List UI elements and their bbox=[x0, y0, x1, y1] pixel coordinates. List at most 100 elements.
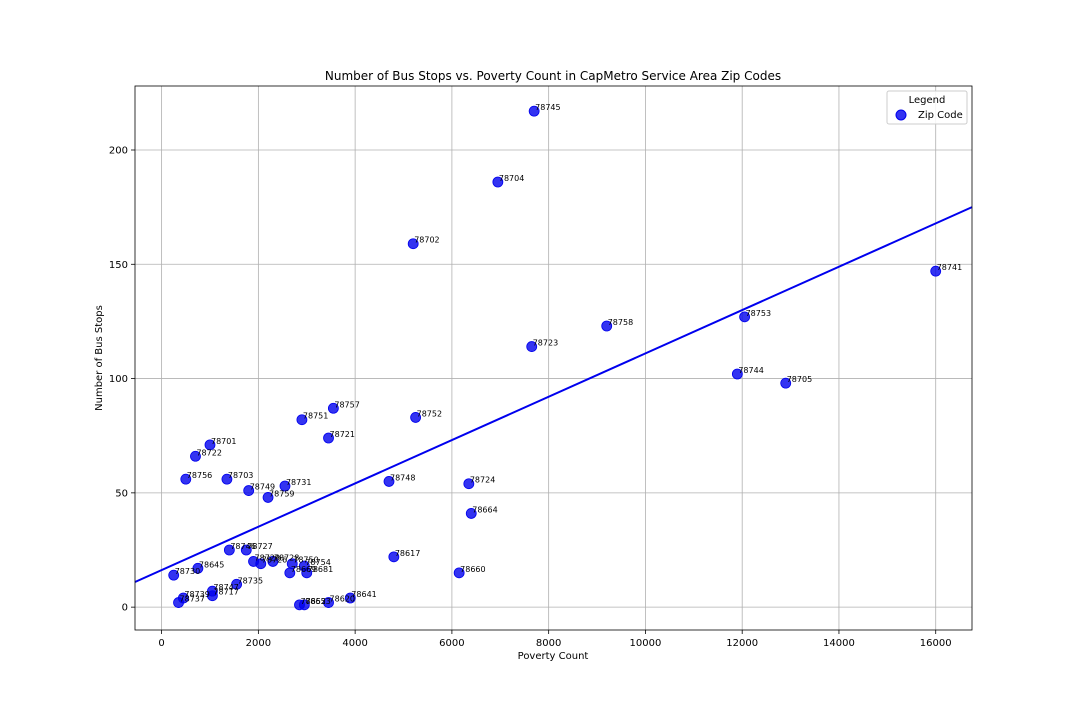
data-point-78751 bbox=[296, 414, 308, 426]
data-point-label-78749: 78749 bbox=[250, 483, 275, 492]
data-point-78669 bbox=[284, 567, 296, 579]
data-point-78717 bbox=[207, 590, 218, 602]
data-point-78759 bbox=[262, 492, 274, 503]
data-point-labels: 78745 78704 78702 78741 78753 78758 78723 78744… bbox=[175, 103, 962, 606]
data-point-label-78728: 78728 bbox=[274, 553, 299, 562]
data-point-78748 bbox=[383, 476, 395, 487]
x-axis-label: Poverty Count bbox=[518, 651, 589, 662]
data-point-label-78653: 78653 bbox=[305, 597, 330, 606]
x-tick-label: 12000 bbox=[726, 638, 758, 649]
data-point-78726 bbox=[255, 558, 267, 570]
data-point-label-78753: 78753 bbox=[746, 309, 771, 318]
data-point-label-78750: 78750 bbox=[293, 556, 318, 565]
data-point-label-78754: 78754 bbox=[305, 558, 330, 567]
plot-area-frame bbox=[134, 85, 973, 631]
data-point-label-78723: 78723 bbox=[533, 339, 558, 348]
data-point-label-78751: 78751 bbox=[303, 412, 328, 421]
data-point-label-78669: 78669 bbox=[291, 565, 316, 574]
data-point-label-78758: 78758 bbox=[608, 318, 633, 327]
data-point-78757 bbox=[327, 402, 339, 414]
data-point-78705 bbox=[780, 377, 792, 389]
y-axis-ticks: 0 50 100 150 200 bbox=[109, 146, 135, 614]
data-point-78653 bbox=[298, 599, 310, 611]
data-point-label-78741: 78741 bbox=[937, 263, 962, 272]
data-point-78702 bbox=[407, 238, 419, 250]
data-point-label-78617: 78617 bbox=[395, 549, 420, 558]
data-point-label-78727: 78727 bbox=[247, 542, 272, 551]
x-axis-ticks: 0 2000 4000 6000 8000 10000 12000 14000 16000 bbox=[158, 630, 952, 649]
data-point-label-78746: 78746 bbox=[230, 542, 255, 551]
data-point-78701 bbox=[204, 439, 216, 451]
data-point-label-78748: 78748 bbox=[390, 473, 415, 482]
data-point-label-78703: 78703 bbox=[228, 471, 253, 480]
data-point-78745 bbox=[528, 105, 540, 117]
legend-entry-zip-code: Zip Code bbox=[918, 110, 963, 121]
data-point-label-78660: 78660 bbox=[460, 565, 485, 574]
data-point-label-78737: 78737 bbox=[180, 595, 205, 604]
data-point-label-78724: 78724 bbox=[470, 476, 495, 485]
x-tick-label: 2000 bbox=[246, 638, 271, 649]
data-point-78735 bbox=[231, 578, 243, 590]
data-point-label-78681: 78681 bbox=[308, 565, 333, 574]
data-point-label-78645: 78645 bbox=[199, 560, 224, 569]
x-tick-label: 16000 bbox=[920, 638, 952, 649]
regression-line bbox=[134, 206, 973, 583]
data-point-78728 bbox=[267, 556, 279, 567]
data-point-label-78641: 78641 bbox=[351, 590, 376, 599]
data-point-78617 bbox=[388, 551, 400, 563]
legend-marker bbox=[895, 109, 907, 121]
data-point-label-78722: 78722 bbox=[196, 448, 221, 457]
data-point-78721 bbox=[323, 432, 334, 444]
data-point-label-78701: 78701 bbox=[211, 437, 236, 446]
y-axis-label: Number of Bus Stops bbox=[94, 305, 105, 411]
data-point-78704 bbox=[492, 176, 504, 188]
x-tick-label: 8000 bbox=[536, 638, 561, 649]
data-point-78724 bbox=[463, 478, 475, 490]
data-point-78645 bbox=[192, 562, 204, 574]
data-point-78753 bbox=[739, 311, 751, 323]
data-point-label-78759: 78759 bbox=[269, 489, 294, 498]
data-point-78744 bbox=[731, 368, 743, 380]
legend-box bbox=[886, 90, 968, 125]
y-tick-label: 200 bbox=[109, 146, 128, 157]
data-point-78660 bbox=[453, 567, 465, 579]
data-point-label-78735: 78735 bbox=[238, 576, 263, 585]
data-point-label-78756: 78756 bbox=[187, 471, 212, 480]
data-point-78756 bbox=[180, 473, 192, 485]
data-point-78664 bbox=[465, 508, 477, 519]
data-point-label-78745: 78745 bbox=[535, 103, 560, 112]
data-point-label-78726: 78726 bbox=[262, 556, 287, 565]
data-point-label-78747: 78747 bbox=[213, 583, 238, 592]
y-tick-label: 50 bbox=[115, 488, 128, 499]
data-point-label-78705: 78705 bbox=[787, 375, 812, 384]
y-tick-label: 100 bbox=[109, 374, 128, 385]
data-point-78703 bbox=[221, 473, 233, 485]
data-point-78741 bbox=[930, 265, 942, 277]
x-tick-label: 0 bbox=[158, 638, 164, 649]
data-point-78681 bbox=[301, 567, 313, 579]
x-tick-label: 10000 bbox=[630, 638, 662, 649]
data-point-78641 bbox=[344, 592, 356, 604]
regression-line-group bbox=[134, 206, 973, 583]
data-point-78749 bbox=[243, 485, 255, 496]
data-point-label-78730: 78730 bbox=[175, 567, 200, 576]
grid-lines bbox=[135, 86, 972, 630]
x-tick-label: 14000 bbox=[823, 638, 855, 649]
data-point-label-78717: 78717 bbox=[213, 588, 238, 597]
data-point-78746 bbox=[223, 544, 235, 556]
data-point-label-78744: 78744 bbox=[738, 366, 763, 375]
data-point-label-78664: 78664 bbox=[472, 505, 497, 514]
data-point-label-78757: 78757 bbox=[334, 400, 359, 409]
data-point-label-78752: 78752 bbox=[417, 409, 442, 418]
data-point-label-78620: 78620 bbox=[330, 595, 355, 604]
x-tick-label: 4000 bbox=[342, 638, 367, 649]
data-point-78723 bbox=[526, 341, 538, 352]
data-point-78731 bbox=[279, 480, 291, 492]
data-point-label-78729: 78729 bbox=[255, 553, 280, 562]
data-point-78758 bbox=[601, 320, 613, 332]
data-point-78722 bbox=[190, 450, 201, 462]
chart-title: Number of Bus Stops vs. Poverty Count in… bbox=[325, 69, 781, 83]
data-point-78730 bbox=[168, 569, 180, 581]
legend: Legend Zip Code bbox=[886, 90, 968, 125]
